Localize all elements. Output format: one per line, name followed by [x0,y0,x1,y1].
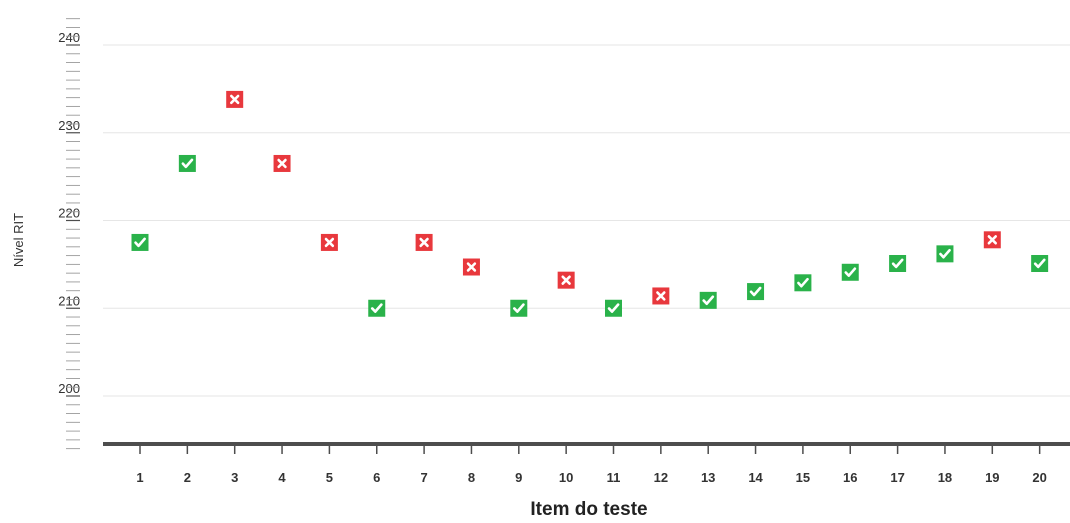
y-tick-label: 210 [58,293,80,308]
x-tick-label: 4 [278,470,286,485]
x-tick-label: 10 [559,470,573,485]
check-icon [1033,258,1046,269]
x-tick-label: 5 [326,470,333,485]
data-point-18 [936,245,954,263]
x-icon [419,237,429,248]
data-point-2 [178,154,196,172]
x-tick-label: 9 [515,470,522,485]
y-tick-label: 200 [58,381,80,396]
x-tick-label: 18 [938,470,952,485]
check-icon [844,267,857,277]
x-tick-label: 13 [701,470,715,485]
x-icon [656,291,666,301]
data-point-3 [226,90,244,108]
data-point-12 [652,287,670,305]
data-point-19 [983,231,1001,249]
data-point-4 [273,154,291,172]
x-icon [229,94,240,105]
data-point-11 [605,299,622,317]
x-icon [466,262,477,272]
data-point-9 [510,299,528,317]
x-axis: 1 2 3 4 5 6 7 8 9 10 11 12 13 14 15 16 17 18 19 20 [103,442,1070,485]
x-tick-label: 6 [373,470,380,485]
data-point-7 [415,233,433,251]
x-icon [987,235,997,245]
y-axis: 200 210 220 230 240 [58,18,80,450]
data-points [131,90,1049,317]
x-tick-label: 16 [843,470,857,485]
x-tick-label: 15 [796,470,810,485]
y-tick-label: 240 [58,30,80,45]
x-tick-label: 14 [748,470,763,485]
y-axis-title: Nível RIT [11,213,26,267]
x-tick-label: 17 [890,470,904,485]
data-point-5 [320,233,338,251]
data-point-16 [841,263,859,281]
data-point-1 [131,233,149,251]
data-point-6 [368,299,386,317]
x-tick-label: 19 [985,470,999,485]
data-point-10 [557,271,575,289]
check-icon [181,158,194,169]
x-icon [561,275,571,285]
x-tick-label: 3 [231,470,238,485]
x-tick-label: 12 [654,470,668,485]
data-point-13 [699,291,717,309]
data-point-8 [462,258,480,276]
x-tick-label: 2 [184,470,191,485]
data-point-17 [889,254,907,272]
check-icon [797,277,809,288]
x-axis-title: Item do teste [530,499,647,520]
data-point-20 [1031,254,1049,272]
x-icon [277,158,287,169]
x-tick-label: 1 [136,470,143,485]
x-tick-label: 7 [420,470,427,485]
x-tick-label: 8 [468,470,475,485]
check-icon [512,303,525,313]
y-tick-label: 220 [58,206,80,221]
data-point-14 [747,283,765,301]
grid [103,44,1070,397]
x-tick-label: 20 [1032,470,1046,485]
y-tick-label: 230 [58,118,80,133]
x-icon [324,237,335,248]
check-icon [607,303,620,313]
check-icon [939,248,951,259]
check-icon [891,258,904,269]
check-icon [749,286,762,297]
check-icon [134,237,146,248]
x-tick-label: 11 [607,470,621,485]
check-icon [370,303,383,313]
check-icon [702,295,715,306]
data-point-15 [794,274,812,292]
